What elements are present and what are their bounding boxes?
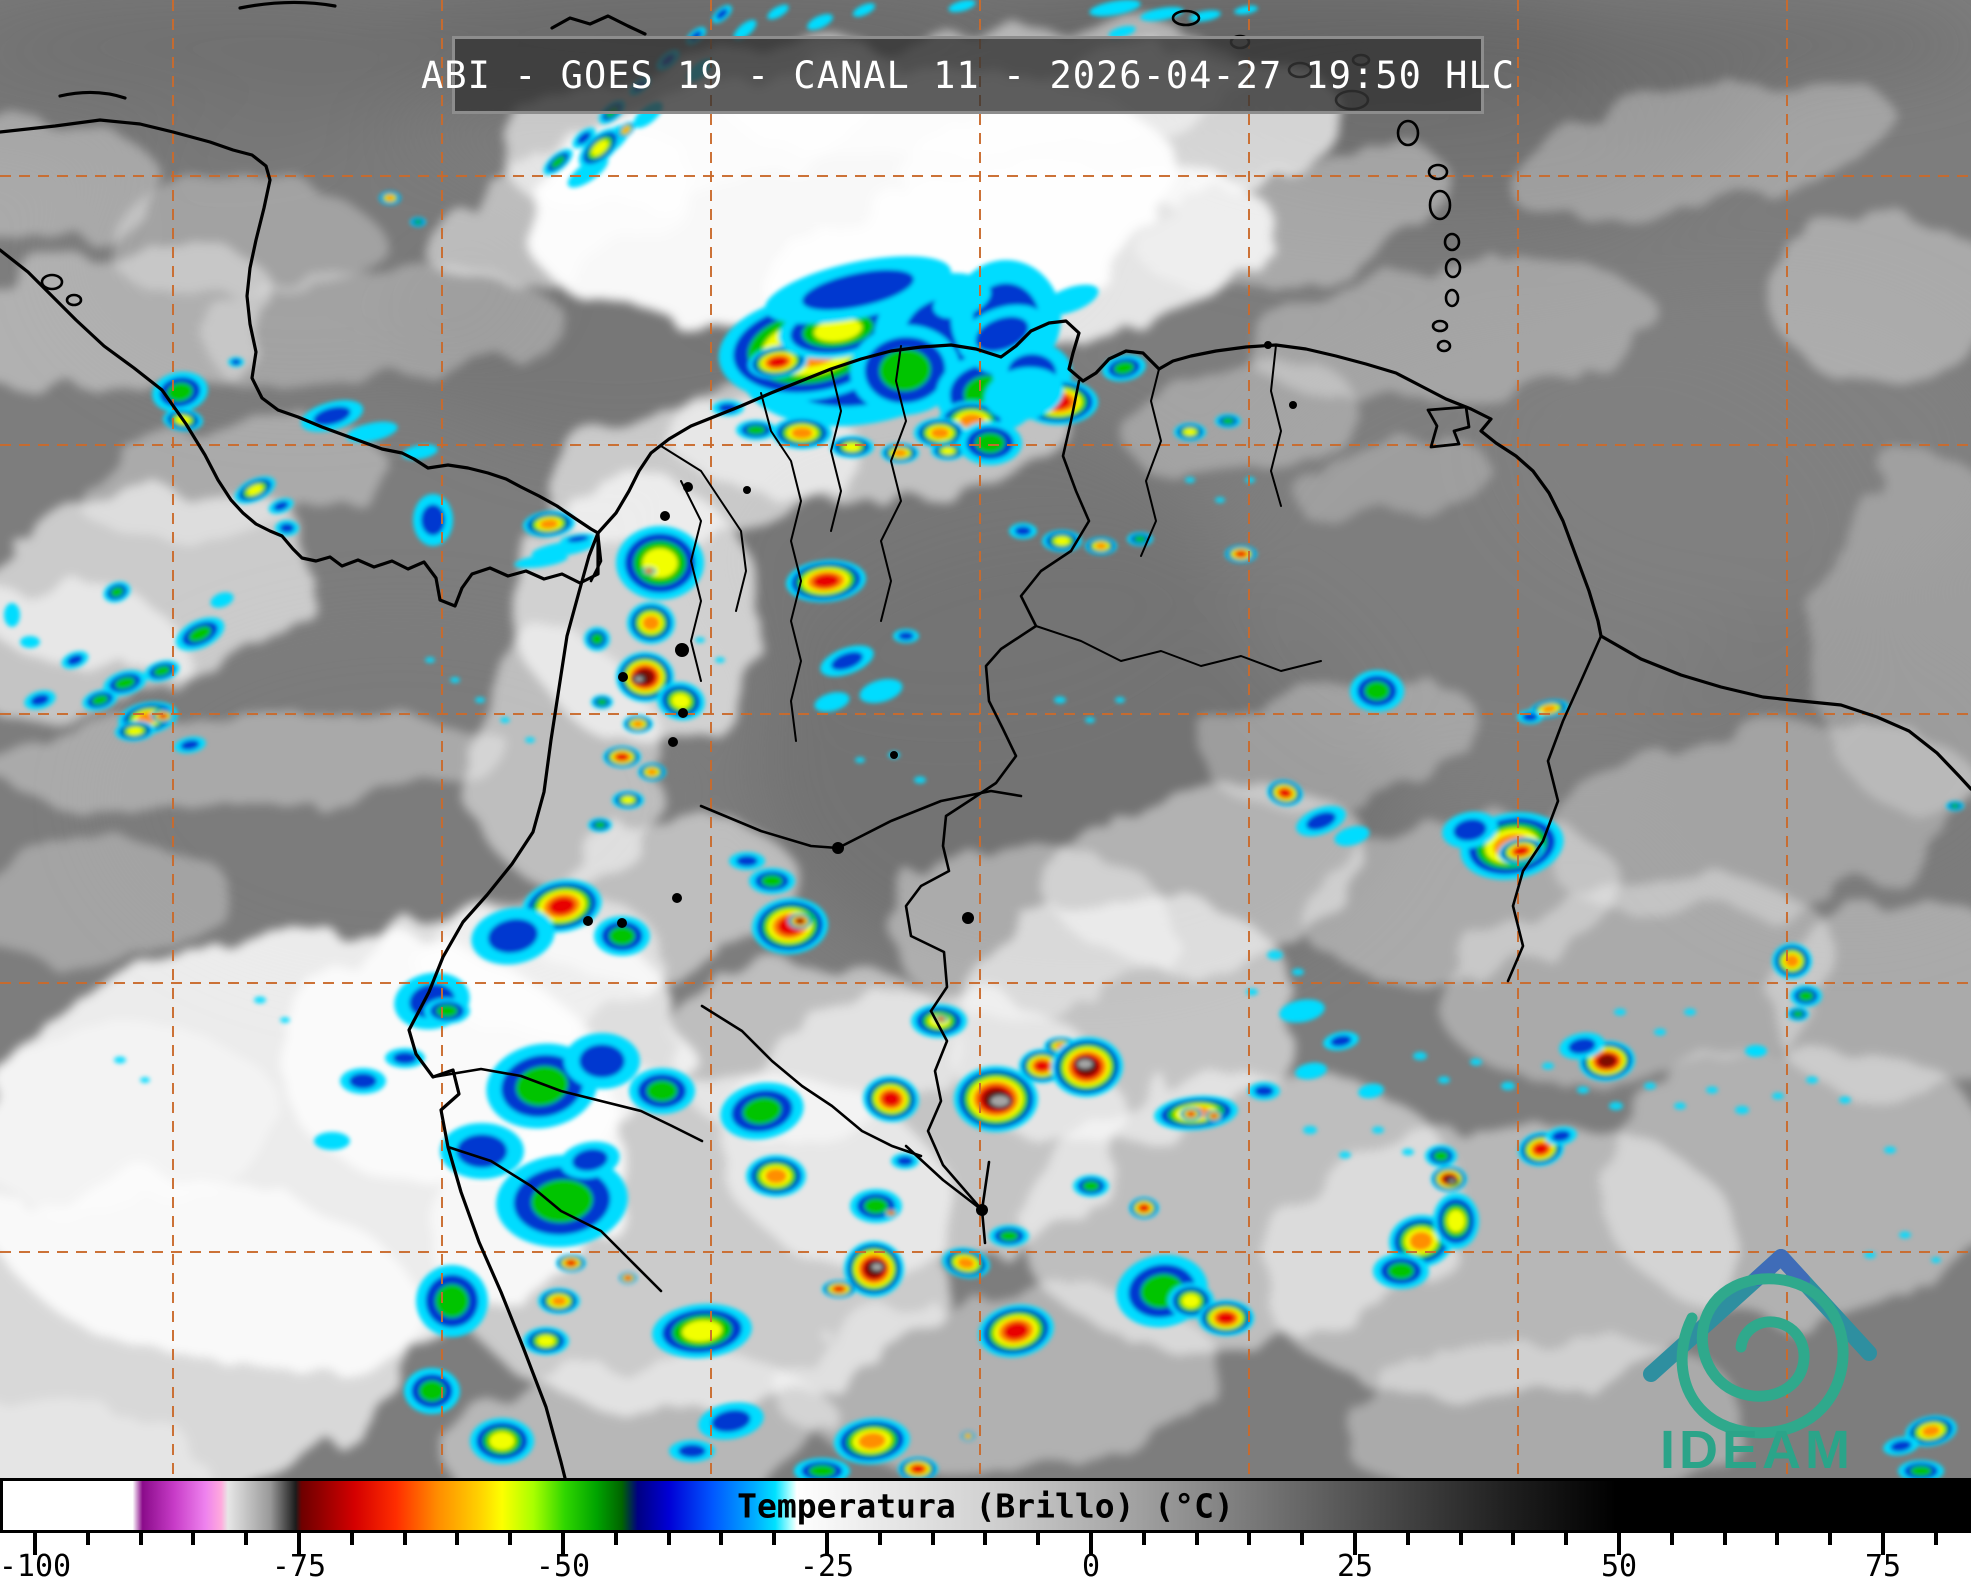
colorbar-tick: [1511, 1533, 1516, 1545]
colorbar-tick: [244, 1533, 249, 1545]
colorbar-tick: [1036, 1533, 1041, 1545]
colorbar-tick: [561, 1533, 565, 1555]
colorbar-tick-label: -25: [799, 1549, 855, 1577]
colorbar-gradient: Temperatura (Brillo) (°C): [0, 1478, 1971, 1533]
colorbar-tick-label: 75: [1864, 1549, 1902, 1577]
colorbar-title: Temperatura (Brillo) (°C): [737, 1486, 1234, 1525]
colorbar-tick: [1828, 1533, 1833, 1545]
colorbar-tick: [1617, 1533, 1621, 1555]
colorbar-tick-label: -50: [535, 1549, 591, 1577]
colorbar-tick: [877, 1533, 882, 1545]
colorbar-tick-label: 0: [1081, 1549, 1101, 1577]
colorbar-tick: [455, 1533, 460, 1545]
colorbar-tick: [825, 1533, 829, 1555]
ideam-logo-text: IDEAM: [1660, 1420, 1854, 1480]
image-title: ABI - GOES 19 - CANAL 11 - 2026-04-27 19…: [421, 53, 1515, 97]
colorbar-tick: [983, 1533, 988, 1545]
colorbar-tick-label: 25: [1336, 1549, 1374, 1577]
colorbar-tick: [297, 1533, 301, 1555]
colorbar-tick: [191, 1533, 196, 1545]
colorbar-tick-label: -100: [0, 1549, 72, 1577]
colorbar-tick: [1300, 1533, 1305, 1545]
colorbar-tick: [666, 1533, 671, 1545]
colorbar-tick: [613, 1533, 618, 1545]
colorbar-tick: [349, 1533, 354, 1545]
colorbar-tick-label: 50: [1600, 1549, 1638, 1577]
colorbar-tick: [138, 1533, 143, 1545]
colorbar-tick: [1089, 1533, 1093, 1555]
colorbar-tick: [772, 1533, 777, 1545]
hurricane-swirl-icon: [1676, 1273, 1849, 1439]
colorbar-tick: [1722, 1533, 1727, 1545]
mountain-apex-icon: [1750, 1249, 1810, 1288]
colorbar: Temperatura (Brillo) (°C) -100 -75 -50 -25 0…: [0, 1478, 1971, 1577]
colorbar-tick: [1933, 1533, 1938, 1545]
colorbar-tick: [1775, 1533, 1780, 1545]
title-bar: ABI - GOES 19 - CANAL 11 - 2026-04-27 19…: [421, 36, 1514, 114]
colorbar-axis: -100 -75 -50 -25 0 25 50 75: [0, 1533, 1971, 1577]
colorbar-tick: [1194, 1533, 1199, 1545]
colorbar-tick: [508, 1533, 513, 1545]
colorbar-tick: [32, 1533, 37, 1555]
colorbar-tick: [1881, 1533, 1885, 1555]
colorbar-tick: [1247, 1533, 1252, 1545]
colorbar-tick: [1405, 1533, 1410, 1545]
colorbar-tick: [1141, 1533, 1146, 1545]
colorbar-tick: [930, 1533, 935, 1545]
colorbar-tick-label: -75: [271, 1549, 327, 1577]
colorbar-tick: [1669, 1533, 1674, 1545]
colorbar-tick: [1564, 1533, 1569, 1545]
ideam-logo: IDEAM: [1643, 1249, 1877, 1480]
colorbar-tick: [85, 1533, 90, 1545]
colorbar-tick: [1458, 1533, 1463, 1545]
colorbar-tick: [1353, 1533, 1357, 1555]
colorbar-tick: [719, 1533, 724, 1545]
colorbar-tick: [402, 1533, 407, 1545]
